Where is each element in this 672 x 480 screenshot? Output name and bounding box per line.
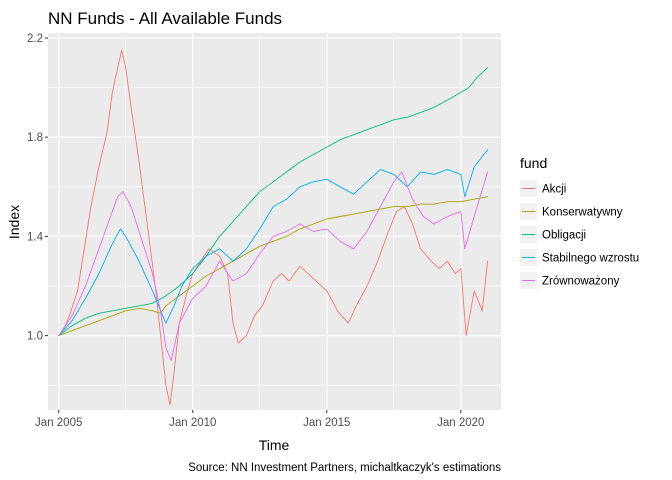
series-line-konserwatywny <box>58 196 489 337</box>
chart-caption: Source: NN Investment Partners, michaltk… <box>188 462 501 474</box>
y-tick-label: 1.4 <box>27 231 44 243</box>
series-line-obligacji <box>58 67 489 337</box>
legend-title: fund <box>520 155 547 171</box>
series-line-zr-wnowa-ony <box>58 171 489 361</box>
y-tick-label: 1.0 <box>27 331 43 343</box>
x-tick-label: Jan 2020 <box>437 417 484 429</box>
series-lines <box>58 49 489 406</box>
legend-label: Zrównoważony <box>542 276 620 288</box>
x-axis-ticks: Jan 2005 Jan 2010 Jan 2015 Jan 2020 <box>35 410 484 429</box>
x-tick-label: Jan 2015 <box>303 417 350 429</box>
chart-title: NN Funds - All Available Funds <box>48 9 282 28</box>
legend-item-stabilnego-wzrostu: Stabilnego wzrostu <box>520 249 639 266</box>
legend-label: Obligacji <box>542 230 586 242</box>
y-tick-label: 2.2 <box>27 33 43 45</box>
plot-panel <box>48 33 501 410</box>
y-axis-title: Index <box>6 205 22 239</box>
legend: fund Akcji Konserwatywny Obligacji Stabilne… <box>520 155 639 289</box>
y-tick-label: 1.8 <box>27 132 43 144</box>
y-axis-ticks: 1.0 1.4 1.8 2.2 <box>27 33 48 343</box>
x-tick-label: Jan 2010 <box>169 417 216 429</box>
x-tick-label: Jan 2005 <box>35 417 82 429</box>
grid-minor-lines <box>48 33 501 410</box>
legend-label: Stabilnego wzrostu <box>542 253 639 265</box>
legend-item-akcji: Akcji <box>520 180 566 197</box>
legend-label: Konserwatywny <box>542 207 623 219</box>
legend-label: Akcji <box>542 184 566 196</box>
series-line-akcji <box>58 49 489 406</box>
legend-item-obligacji: Obligacji <box>520 226 586 243</box>
legend-item-konserwatywny: Konserwatywny <box>520 203 623 220</box>
legend-item-zr-wnowa-ony: Zrównoważony <box>520 272 620 289</box>
series-line-stabilnego-wzrostu <box>58 149 489 337</box>
x-axis-title: Time <box>259 437 290 453</box>
